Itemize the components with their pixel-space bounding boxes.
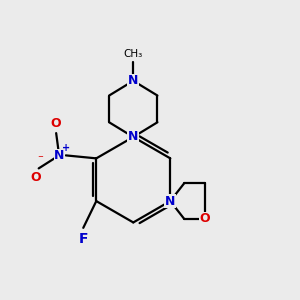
Text: O: O bbox=[200, 212, 210, 225]
Text: O: O bbox=[51, 117, 62, 130]
Text: N: N bbox=[128, 130, 139, 143]
Text: +: + bbox=[62, 143, 70, 153]
Text: N: N bbox=[165, 195, 175, 208]
Text: CH₃: CH₃ bbox=[124, 49, 143, 59]
Text: F: F bbox=[79, 232, 88, 246]
Text: N: N bbox=[128, 74, 139, 87]
Text: ⁻: ⁻ bbox=[37, 154, 43, 164]
Text: O: O bbox=[30, 171, 41, 184]
Text: N: N bbox=[54, 149, 64, 162]
